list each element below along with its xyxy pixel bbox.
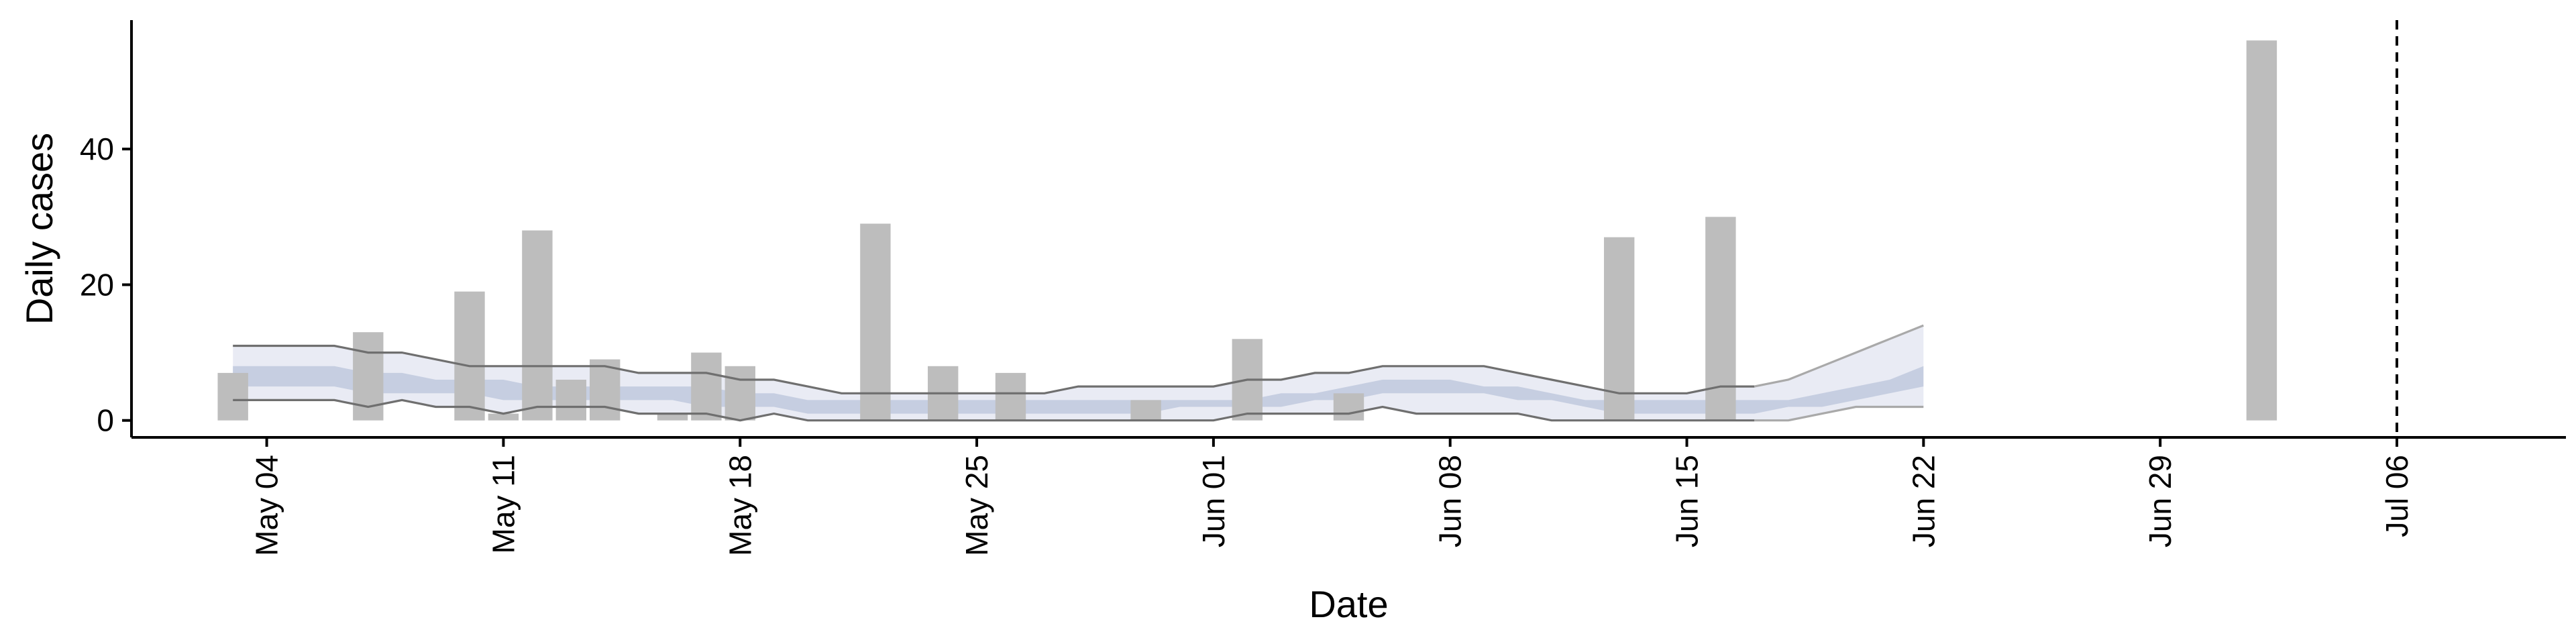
bar (724, 366, 755, 421)
x-tick-label: May 18 (722, 455, 757, 556)
x-tick-label: Jun 01 (1196, 455, 1231, 547)
bars-layer (217, 40, 2277, 421)
bar (657, 413, 688, 421)
x-tick-label: Jun 29 (2143, 455, 2178, 547)
bar (522, 230, 553, 421)
upper-bound-line-tail (1754, 324, 1924, 388)
bar (1705, 217, 1736, 421)
upper-bound-line (233, 344, 1755, 394)
estimate-lines-layer (233, 324, 1924, 422)
bar (1130, 400, 1161, 421)
bar (2246, 40, 2277, 421)
bar (590, 359, 621, 421)
x-tick-label: Jul 06 (2379, 455, 2414, 537)
x-tick-label: Jun 22 (1906, 455, 1941, 547)
axes-layer: 0 20 40 May 04 May 11 May 18 May 25 Jun 01 Jun … (80, 20, 2566, 556)
x-tick-label: Jun 15 (1670, 455, 1705, 547)
x-tick-label: May 25 (959, 455, 994, 556)
y-tick-label: 40 (80, 131, 114, 166)
lower-bound-line (233, 398, 1755, 422)
bar (1604, 237, 1635, 421)
lower-bound-line-tail (1754, 405, 1924, 422)
y-axis-title: Daily cases (18, 133, 60, 325)
x-tick-label: May 04 (250, 455, 284, 556)
x-ticks: May 04 May 11 May 18 May 25 Jun 01 Jun 08 Jun … (250, 437, 2414, 556)
y-tick-label: 0 (97, 403, 114, 438)
bar (555, 380, 586, 421)
bar (454, 291, 485, 421)
y-ticks: 0 20 40 (80, 131, 131, 438)
bar (860, 223, 891, 421)
bar (995, 372, 1026, 421)
bar (488, 413, 519, 421)
estimate-bands-layer (233, 325, 1924, 421)
x-tick-label: May 11 (486, 455, 521, 553)
y-tick-label: 20 (80, 267, 114, 302)
bar (691, 352, 722, 421)
bar (1333, 393, 1364, 421)
bar (217, 372, 248, 421)
x-tick-label: Jun 08 (1433, 455, 1468, 547)
x-axis-title: Date (1309, 583, 1388, 625)
